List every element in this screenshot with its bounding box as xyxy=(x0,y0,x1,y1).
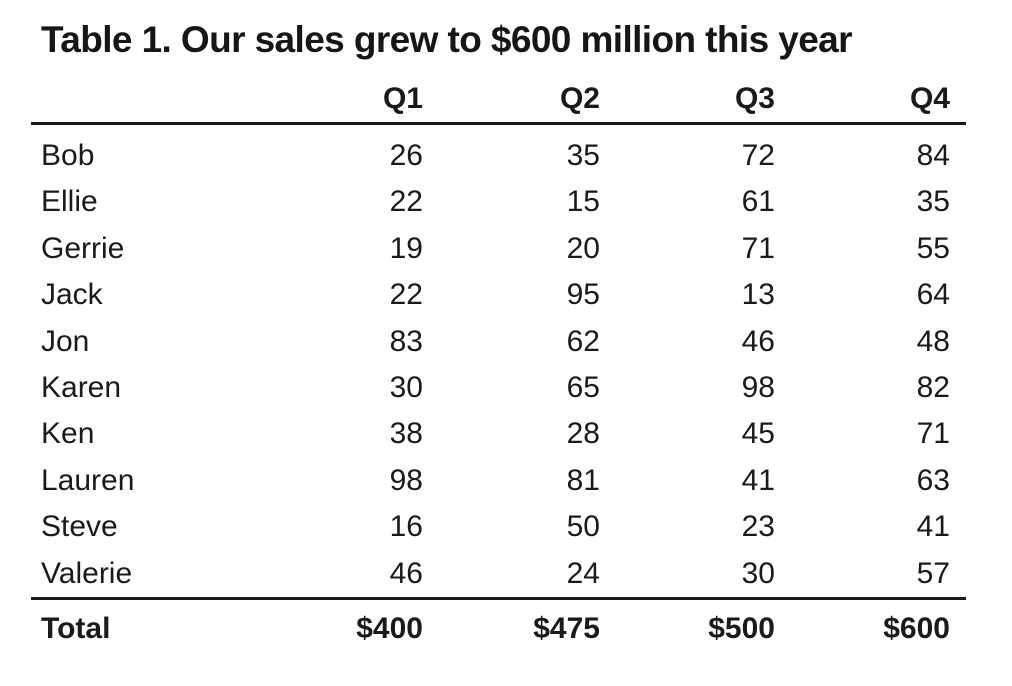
cell-q2: 81 xyxy=(566,464,600,497)
cell-q1: 46 xyxy=(389,557,423,590)
row-label: Karen xyxy=(41,371,122,404)
column-header-q1: Q1 xyxy=(382,82,423,115)
total-rule xyxy=(31,597,966,600)
total-q3: $500 xyxy=(708,612,775,645)
cell-q1: 26 xyxy=(389,139,423,172)
cell-q1: 22 xyxy=(389,278,423,311)
row-label: Lauren xyxy=(41,464,135,497)
cell-q1: 22 xyxy=(389,185,423,218)
cell-q1: 83 xyxy=(389,325,423,358)
cell-q1: 98 xyxy=(389,464,423,497)
cell-q2: 28 xyxy=(566,417,600,450)
total-q1: $400 xyxy=(356,612,423,645)
total-q2: $475 xyxy=(533,612,600,645)
table-title: Table 1. Our sales grew to $600 million … xyxy=(41,19,853,60)
column-header-q4: Q4 xyxy=(909,82,950,115)
cell-q1: 38 xyxy=(389,417,423,450)
cell-q4: 84 xyxy=(916,139,950,172)
cell-q2: 24 xyxy=(566,557,600,590)
cell-q3: 72 xyxy=(741,139,775,172)
row-label: Jon xyxy=(41,325,90,358)
row-label: Steve xyxy=(41,510,118,543)
row-label: Ellie xyxy=(41,185,98,218)
cell-q3: 30 xyxy=(741,557,775,590)
cell-q2: 65 xyxy=(566,371,600,404)
cell-q3: 41 xyxy=(741,464,775,497)
cell-q3: 61 xyxy=(741,185,775,218)
cell-q3: 23 xyxy=(741,510,775,543)
cell-q4: 64 xyxy=(916,278,950,311)
column-header-q3: Q3 xyxy=(734,82,775,115)
cell-q2: 50 xyxy=(566,510,600,543)
cell-q3: 13 xyxy=(741,278,775,311)
cell-q1: 19 xyxy=(389,232,423,265)
column-header-q2: Q2 xyxy=(559,82,600,115)
cell-q3: 45 xyxy=(741,417,775,450)
row-label: Jack xyxy=(41,278,103,311)
cell-q2: 15 xyxy=(566,185,600,218)
row-label: Ken xyxy=(41,417,95,450)
cell-q2: 95 xyxy=(566,278,600,311)
cell-q3: 98 xyxy=(741,371,775,404)
cell-q3: 71 xyxy=(741,232,775,265)
cell-q1: 16 xyxy=(389,510,423,543)
cell-q2: 62 xyxy=(566,325,600,358)
cell-q4: 71 xyxy=(916,417,950,450)
cell-q4: 35 xyxy=(916,185,950,218)
header-rule xyxy=(31,122,966,125)
total-label: Total xyxy=(41,612,111,645)
cell-q3: 46 xyxy=(741,325,775,358)
cell-q1: 30 xyxy=(389,371,423,404)
row-label: Bob xyxy=(41,139,95,172)
cell-q2: 35 xyxy=(566,139,600,172)
cell-q4: 55 xyxy=(916,232,950,265)
row-label: Valerie xyxy=(41,557,133,590)
cell-q4: 57 xyxy=(916,557,950,590)
row-label: Gerrie xyxy=(41,232,125,265)
cell-q4: 48 xyxy=(916,325,950,358)
cell-q4: 82 xyxy=(916,371,950,404)
cell-q4: 63 xyxy=(916,464,950,497)
cell-q2: 20 xyxy=(566,232,600,265)
total-q4: $600 xyxy=(883,612,950,645)
cell-q4: 41 xyxy=(916,510,950,543)
